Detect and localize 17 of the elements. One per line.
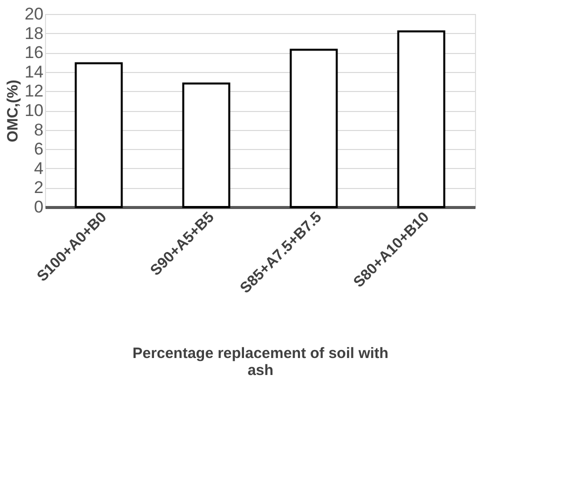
y-tick-label: 12: [24, 82, 44, 101]
y-tick-label: 16: [24, 43, 44, 62]
y-axis-title: OMC,(%): [4, 80, 22, 142]
y-tick-label: 8: [34, 120, 44, 140]
y-tick-label: 20: [24, 4, 44, 24]
y-tick-label: 10: [24, 101, 44, 120]
bar: [290, 48, 338, 208]
y-tick-label: 14: [24, 62, 44, 82]
y-tick-label: 0: [34, 198, 44, 216]
bar: [74, 62, 123, 208]
y-tick-label: 6: [34, 140, 44, 159]
y-tick-label: 2: [34, 178, 44, 198]
y-tick-label: 4: [34, 158, 44, 178]
bar: [397, 30, 446, 208]
bar: [182, 82, 230, 208]
x-axis-title: Percentage replacement of soil with ash: [132, 345, 388, 380]
y-tick-label: 18: [24, 24, 44, 43]
